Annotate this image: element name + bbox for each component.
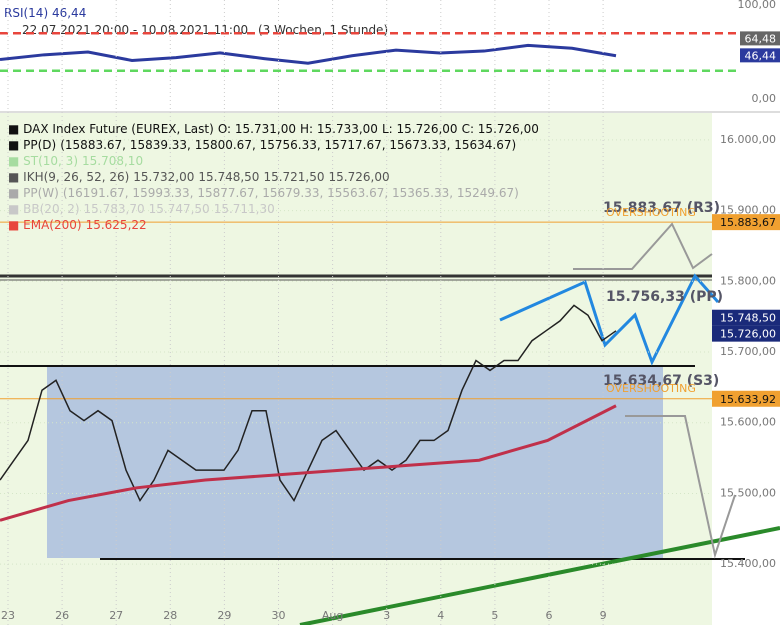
- y-tick-label: 15.500,00: [720, 486, 776, 499]
- price-box-label: 15.883,67: [720, 216, 776, 229]
- x-tick-label: 4: [437, 609, 444, 622]
- value-box-label: 46,44: [745, 49, 777, 62]
- legend-marker: ■: [8, 186, 23, 200]
- legend-part: (16191.67, 15993.33, 15877.67, 15679.33,…: [63, 186, 519, 200]
- legend-part: H: 15.733,00: [300, 122, 378, 136]
- legend-part: DAX Index Future (EUREX, Last): [23, 122, 214, 136]
- legend-part: PP(D): [23, 138, 56, 152]
- price-line: [0, 304, 617, 503]
- legend-part: 15.783,70: [84, 202, 145, 216]
- trend-line: [299, 526, 780, 625]
- legend-part: BB(20, 2): [23, 202, 79, 216]
- value-box: [740, 48, 780, 63]
- legend-row: ■ EMA(200) 15.625,22: [8, 218, 147, 232]
- x-tick-label: 5: [491, 609, 498, 622]
- value-box: [740, 31, 780, 46]
- y-tick-label: 100,00: [738, 0, 777, 11]
- legend-row: ■ ST(10, 3) 15.708,10: [8, 154, 143, 168]
- legend-row: ■ PP(W) (16191.67, 15993.33, 15877.67, 15…: [8, 186, 519, 200]
- legend-part: 15.748,50: [198, 170, 259, 184]
- x-tick-label: 9: [600, 609, 607, 622]
- legend-part: 15.721,50: [263, 170, 324, 184]
- price-box: [712, 325, 780, 342]
- legend-marker: ■: [8, 170, 23, 184]
- legend-part: C: 15.726,00: [462, 122, 539, 136]
- price-box-label: 15.633,92: [720, 393, 776, 406]
- legend-part: 15.711,30: [214, 202, 275, 216]
- legend-row: ■ BB(20, 2) 15.783,70 15.747,50 15.711,30: [8, 202, 275, 216]
- x-tick-label: 27: [109, 609, 123, 622]
- legend-part: L: 15.726,00: [382, 122, 458, 136]
- rsi-title: RSI(14) 46,44: [4, 6, 86, 20]
- annotation: OVERSHOOTING: [606, 206, 696, 219]
- x-tick-label: 28: [163, 609, 177, 622]
- rsi-range: 22.07.2021 20:00 - 10.08.2021 11:00 (3 W…: [22, 23, 388, 37]
- price-box: [712, 309, 780, 326]
- projection: [625, 415, 736, 559]
- annotation: 15.883,67 (R3): [603, 200, 720, 216]
- legend-marker: ■: [8, 202, 23, 216]
- rsi-line: [0, 43, 617, 65]
- legend-row: ■ PP(D) (15883.67, 15839.33, 15800.67, 15…: [8, 138, 516, 152]
- rsi-value: 46,44: [52, 6, 86, 20]
- legend-part: 15.732,00: [133, 170, 194, 184]
- legend-part: 15.726,00: [329, 170, 390, 184]
- legend-marker: ■: [8, 138, 23, 152]
- x-tick-label: 3: [383, 609, 390, 622]
- y-tick-label: 15.800,00: [720, 274, 776, 287]
- legend-row: ■ IKH(9, 26, 52, 26) 15.732,00 15.748,50 15…: [8, 170, 390, 184]
- annotation: 15.634,67 (S3): [603, 373, 719, 389]
- price-box: [712, 214, 780, 231]
- x-tick-label: 6: [546, 609, 553, 622]
- x-tick-label: 26: [55, 609, 69, 622]
- price-box-label: 15.726,00: [720, 328, 776, 341]
- legend-part: EMA(200): [23, 218, 81, 232]
- x-tick-label: 30: [272, 609, 286, 622]
- legend-part: 15.708,10: [82, 154, 143, 168]
- y-tick-label: 15.400,00: [720, 557, 776, 570]
- rsi-panel: [0, 0, 780, 112]
- main-panel: [0, 113, 712, 625]
- annotation: 15.756,33 (PP): [606, 289, 723, 305]
- value-box-label: 64,48: [745, 32, 777, 45]
- legend-part: 15.625,22: [86, 218, 147, 232]
- price-box-label: 15.748,50: [720, 312, 776, 325]
- ema-line: [0, 404, 617, 522]
- y-tick-label: 0,00: [752, 92, 777, 105]
- x-tick-label: Aug: [322, 609, 343, 622]
- annotation: OVERSHOOTING: [606, 382, 696, 395]
- legend-marker: ■: [8, 218, 23, 232]
- legend-marker: ■: [8, 122, 23, 136]
- y-tick-label: 15.600,00: [720, 416, 776, 429]
- y-tick-label: 15.700,00: [720, 345, 776, 358]
- projection: [573, 222, 713, 270]
- x-tick-label: 23: [1, 609, 15, 622]
- y-tick-label: 16.000,00: [720, 133, 776, 146]
- legend-part: ST(10, 3): [23, 154, 78, 168]
- legend-marker: ■: [8, 154, 23, 168]
- x-tick-label: 29: [217, 609, 231, 622]
- legend-part: (15883.67, 15839.33, 15800.67, 15756.33,…: [60, 138, 516, 152]
- y-tick-label: 15.900,00: [720, 204, 776, 217]
- legend-part: PP(W): [23, 186, 59, 200]
- rsi-name: RSI(14): [4, 6, 48, 20]
- legend-part: 15.747,50: [149, 202, 210, 216]
- legend-row: ■ DAX Index Future (EUREX, Last) O: 15.73…: [8, 122, 539, 136]
- range-box: [47, 366, 663, 558]
- projection: [499, 273, 720, 366]
- legend-part: IKH(9, 26, 52, 26): [23, 170, 129, 184]
- price-box: [712, 390, 780, 407]
- legend-part: O: 15.731,00: [218, 122, 296, 136]
